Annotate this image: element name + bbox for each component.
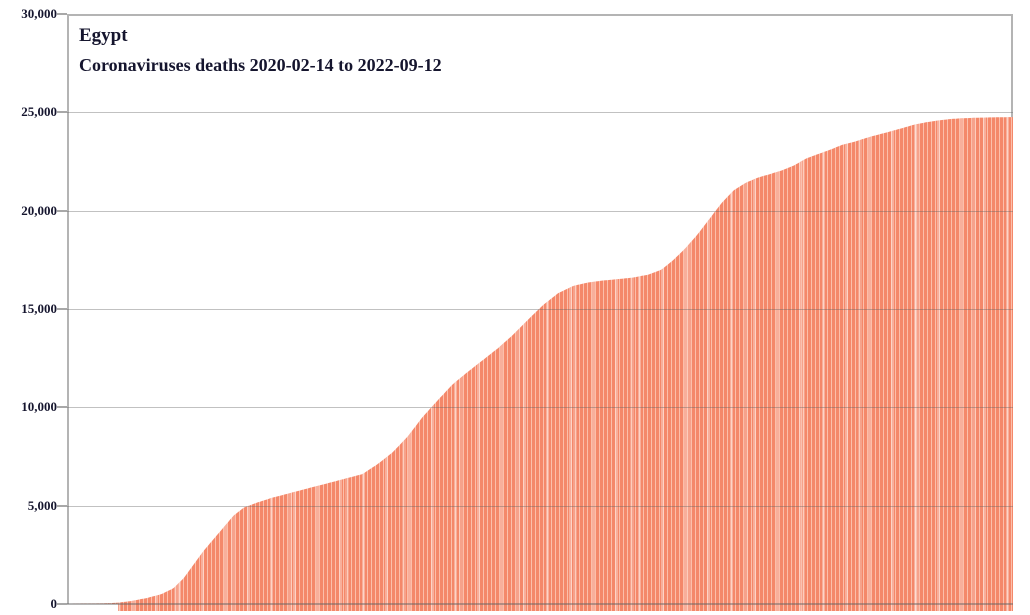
x-axis-baseline [67,603,1013,605]
y-axis-tick [57,406,67,408]
chart-subtitle: Coronaviruses deaths 2020-02-14 to 2022-… [79,55,442,75]
y-axis-label: 25,000 [21,104,57,119]
y-axis-label: 0 [50,596,58,611]
y-axis-tick [57,13,67,15]
y-axis-tick [57,603,67,605]
gridline [67,112,1013,113]
title-block: Egypt Coronaviruses deaths 2020-02-14 to… [79,24,442,77]
y-axis-label: 20,000 [21,203,57,218]
y-axis-tick [57,505,67,507]
y-axis-label: 5,000 [27,498,57,513]
y-axis-tick [57,111,67,113]
chart-title: Egypt [79,25,128,46]
y-axis-tick [57,210,67,212]
gridline [67,506,1013,507]
y-axis-label: 30,000 [21,6,57,21]
deaths-bars-series [68,15,1013,615]
y-axis-tick [57,308,67,310]
y-axis-label: 15,000 [21,301,57,316]
y-axis-label: 10,000 [21,399,57,414]
gridline [67,309,1013,310]
gridline [67,211,1013,212]
gridline [67,407,1013,408]
